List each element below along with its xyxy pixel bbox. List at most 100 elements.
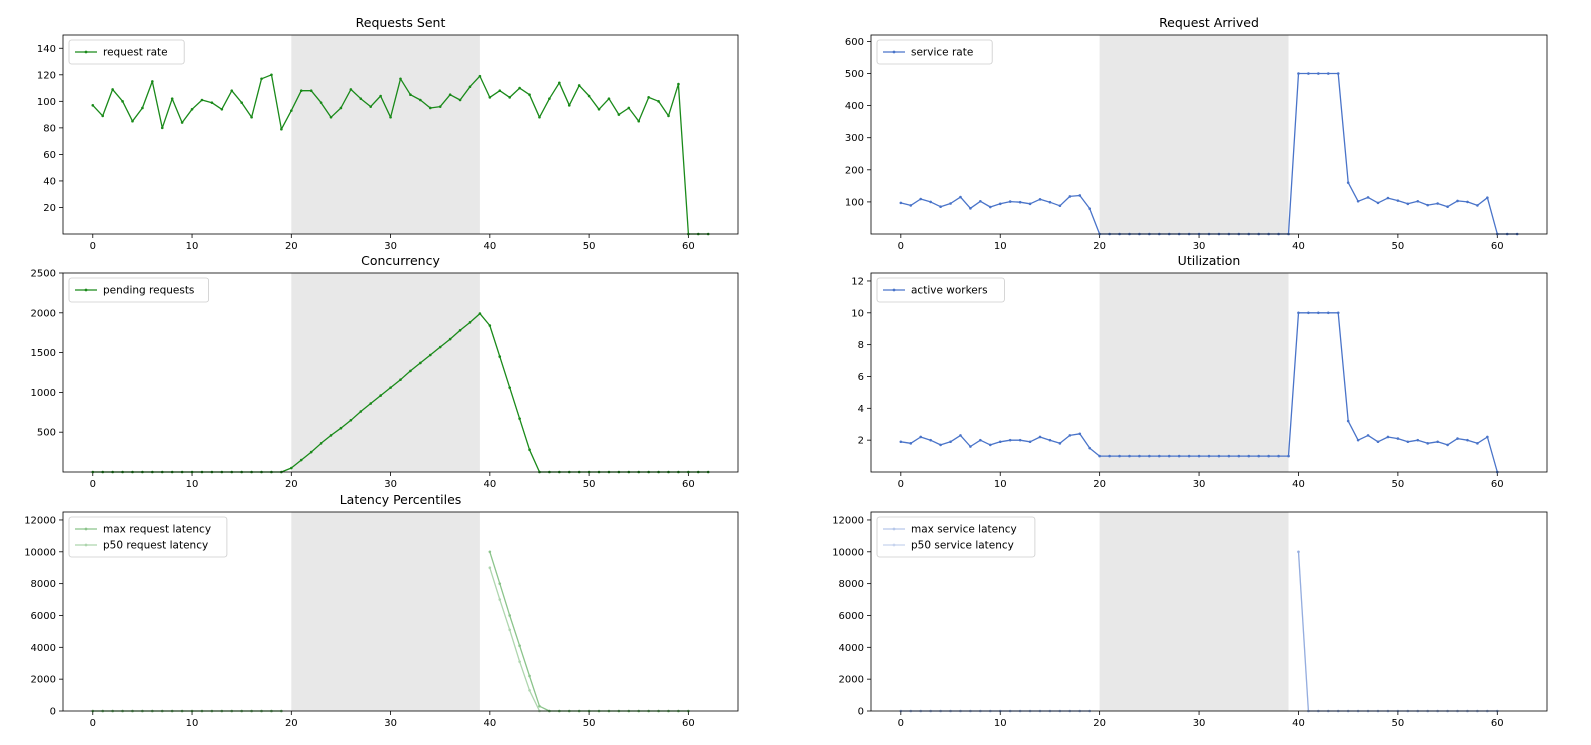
x-tick-label: 20: [1093, 718, 1106, 729]
x-tick-label: 40: [483, 718, 496, 729]
data-point: [379, 94, 382, 98]
data-point: [1028, 440, 1032, 444]
y-tick-label: 100: [37, 97, 56, 108]
data-point: [1317, 72, 1320, 75]
legend-box: [68, 516, 228, 558]
data-point: [538, 115, 541, 119]
data-point: [498, 598, 502, 601]
data-point: [1217, 454, 1221, 458]
y-tick-label: 2: [858, 436, 864, 447]
y-tick-label: 100: [845, 197, 864, 208]
y-tick-label: 2500: [31, 269, 56, 280]
data-point: [1456, 437, 1459, 440]
data-point: [1326, 311, 1330, 315]
legend-swatch: [883, 543, 905, 547]
data-point: [379, 394, 382, 397]
legend-marker: [84, 527, 88, 531]
legend: max request latency p50 request latency: [68, 516, 228, 558]
data-point: [438, 105, 442, 108]
legend-box: [876, 277, 1005, 303]
data-point: [1038, 198, 1042, 201]
data-point: [299, 89, 303, 93]
x-tick-label: 0: [90, 479, 96, 490]
data-point: [419, 361, 422, 365]
axes-frame: [870, 511, 1548, 712]
chart-latency-left: 0 10 20 30 40 50 60 0 2000 4000 6000 8000 10000 12000…: [24, 492, 739, 729]
data-point: [1366, 196, 1370, 199]
y-tick-label: 6000: [839, 611, 864, 622]
data-point: [528, 689, 531, 692]
data-point: [1406, 202, 1410, 206]
legend: service rate: [876, 39, 993, 65]
data-point: [577, 84, 581, 87]
data-point: [180, 121, 184, 124]
data-point: [518, 644, 521, 648]
data-point: [508, 96, 511, 99]
y-tick-label: 2000: [839, 675, 864, 686]
y-tick-label: 40: [43, 176, 56, 187]
y-tick-label: 10000: [832, 547, 864, 558]
axes-frame: [870, 272, 1548, 473]
y-tick-label: 140: [37, 44, 56, 55]
legend-marker: [84, 50, 88, 54]
data-point: [319, 101, 323, 104]
data-point: [1088, 207, 1092, 210]
shaded-region: [291, 273, 480, 472]
data-point: [409, 93, 412, 96]
data-point: [1058, 442, 1062, 445]
legend-label: request rate: [103, 47, 168, 59]
data-point: [1257, 454, 1261, 458]
chart-title: Latency Percentiles: [340, 492, 462, 507]
legend-label: p50 request latency: [103, 540, 208, 552]
data-point: [438, 345, 442, 349]
legend-swatch: [75, 543, 97, 547]
data-point: [979, 438, 982, 442]
data-point: [1028, 202, 1032, 206]
x-tick-label: 40: [483, 241, 496, 252]
x-tick-label: 30: [384, 479, 397, 490]
data-point: [1048, 438, 1052, 442]
legend-marker: [892, 50, 896, 54]
x-tick-label: 10: [186, 479, 199, 490]
x-tick-label: 30: [1193, 718, 1206, 729]
x-tick-label: 60: [1491, 718, 1504, 729]
data-point: [1088, 446, 1092, 450]
data-point: [488, 550, 492, 554]
data-point: [151, 80, 154, 83]
y-tick-label: 4: [858, 404, 864, 415]
legend-label: active workers: [911, 285, 988, 297]
y-tick-label: 4000: [31, 643, 56, 654]
data-point: [1187, 454, 1191, 458]
data-point: [969, 445, 972, 448]
x-tick-label: 50: [583, 718, 596, 729]
data-point: [448, 337, 452, 341]
data-point: [587, 94, 591, 98]
data-point: [909, 442, 913, 445]
data-point: [508, 614, 511, 617]
data-point: [1008, 200, 1012, 203]
x-tick-label: 20: [1093, 479, 1106, 490]
data-point: [1416, 438, 1420, 442]
x-tick-label: 50: [1392, 718, 1405, 729]
data-point: [1356, 438, 1360, 442]
data-point: [1346, 181, 1350, 184]
data-point: [1486, 435, 1489, 439]
x-tick-label: 30: [384, 241, 397, 252]
data-point: [329, 115, 333, 119]
x-tick-label: 10: [186, 241, 199, 252]
data-point: [677, 82, 680, 86]
data-point: [657, 100, 660, 103]
data-point: [567, 104, 571, 107]
data-point: [1297, 72, 1300, 75]
y-tick-label: 600: [845, 37, 864, 48]
data-point: [299, 458, 303, 462]
data-point: [1416, 199, 1420, 203]
data-point: [1356, 199, 1360, 203]
data-point: [468, 85, 472, 89]
legend-swatch: [883, 527, 905, 531]
data-point: [979, 199, 982, 203]
data-point: [538, 704, 541, 708]
legend-marker: [84, 288, 88, 292]
data-point: [1476, 442, 1479, 445]
x-tick-label: 60: [682, 718, 695, 729]
